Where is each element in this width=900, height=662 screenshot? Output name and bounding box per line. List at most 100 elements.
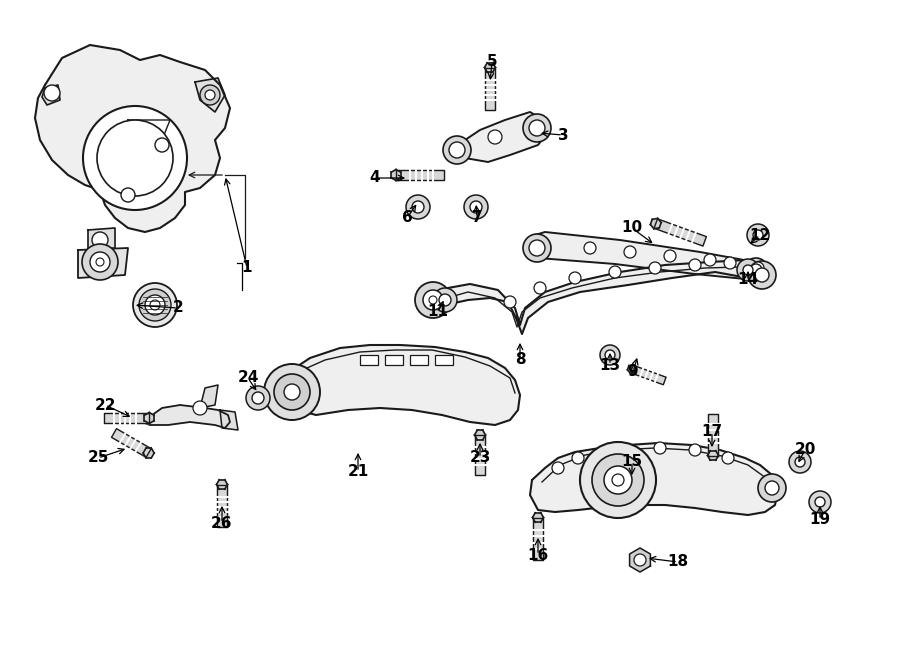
Polygon shape: [651, 218, 661, 229]
Polygon shape: [200, 385, 218, 408]
Circle shape: [133, 283, 177, 327]
Circle shape: [654, 442, 666, 454]
Circle shape: [200, 85, 220, 105]
Circle shape: [504, 296, 516, 308]
Text: 23: 23: [469, 451, 491, 465]
Text: 20: 20: [795, 442, 815, 457]
Polygon shape: [88, 228, 115, 250]
Polygon shape: [474, 430, 485, 440]
Circle shape: [649, 262, 661, 274]
Circle shape: [743, 265, 753, 275]
Circle shape: [704, 254, 716, 266]
Polygon shape: [475, 435, 485, 475]
Polygon shape: [630, 548, 651, 572]
Polygon shape: [35, 45, 230, 232]
Circle shape: [264, 364, 320, 420]
Circle shape: [744, 258, 768, 282]
Text: 7: 7: [472, 211, 482, 226]
Circle shape: [412, 201, 424, 213]
Polygon shape: [143, 448, 154, 457]
Circle shape: [664, 250, 676, 262]
Circle shape: [584, 242, 596, 254]
Circle shape: [193, 401, 207, 415]
Polygon shape: [104, 413, 149, 423]
Text: 6: 6: [401, 211, 412, 226]
Circle shape: [443, 136, 471, 164]
Polygon shape: [484, 63, 496, 72]
Circle shape: [600, 345, 620, 365]
Circle shape: [44, 85, 60, 101]
Polygon shape: [285, 345, 520, 425]
Circle shape: [97, 120, 173, 196]
Circle shape: [406, 195, 430, 219]
Circle shape: [274, 374, 310, 410]
Text: 14: 14: [737, 273, 759, 287]
Text: 24: 24: [238, 371, 258, 385]
Circle shape: [423, 290, 443, 310]
Circle shape: [429, 296, 437, 304]
Bar: [360, 355, 378, 365]
Circle shape: [689, 444, 701, 456]
Circle shape: [753, 230, 763, 240]
Polygon shape: [708, 414, 718, 455]
Circle shape: [92, 232, 108, 248]
Polygon shape: [112, 429, 151, 457]
Circle shape: [139, 289, 171, 321]
Circle shape: [592, 454, 644, 506]
Circle shape: [83, 106, 187, 210]
Polygon shape: [485, 68, 495, 109]
Circle shape: [758, 474, 786, 502]
Circle shape: [795, 457, 805, 467]
Circle shape: [748, 261, 776, 289]
Circle shape: [689, 259, 701, 271]
Circle shape: [252, 392, 264, 404]
Text: 10: 10: [621, 220, 643, 236]
Circle shape: [449, 142, 465, 158]
Circle shape: [488, 130, 502, 144]
Circle shape: [724, 257, 736, 269]
Circle shape: [246, 386, 270, 410]
Text: 1: 1: [242, 261, 252, 275]
Circle shape: [82, 244, 118, 280]
Text: 2: 2: [173, 301, 184, 316]
Circle shape: [552, 462, 564, 474]
Circle shape: [752, 262, 764, 274]
Circle shape: [765, 481, 779, 495]
Circle shape: [737, 259, 759, 281]
Circle shape: [789, 451, 811, 473]
Text: 8: 8: [515, 352, 526, 367]
Polygon shape: [217, 485, 227, 526]
Circle shape: [470, 201, 482, 213]
Polygon shape: [142, 405, 230, 428]
Polygon shape: [428, 260, 768, 334]
Circle shape: [205, 90, 215, 100]
Circle shape: [523, 234, 551, 262]
Bar: [385, 355, 403, 365]
Circle shape: [569, 272, 581, 284]
Text: 12: 12: [750, 228, 770, 242]
Circle shape: [634, 554, 646, 566]
Text: 9: 9: [627, 365, 638, 379]
Circle shape: [612, 474, 624, 486]
Text: 21: 21: [347, 465, 369, 479]
Polygon shape: [654, 219, 706, 246]
Circle shape: [96, 258, 104, 266]
Circle shape: [572, 452, 584, 464]
Polygon shape: [533, 513, 544, 522]
Circle shape: [415, 282, 451, 318]
Circle shape: [624, 246, 636, 258]
Text: 11: 11: [428, 305, 448, 320]
Circle shape: [284, 384, 300, 400]
Circle shape: [155, 138, 169, 152]
Text: 26: 26: [212, 516, 233, 530]
Text: 19: 19: [809, 512, 831, 528]
Text: 18: 18: [668, 555, 688, 569]
Circle shape: [605, 350, 615, 360]
Text: 4: 4: [370, 171, 381, 185]
Text: 25: 25: [87, 451, 109, 465]
Circle shape: [809, 491, 831, 513]
Polygon shape: [42, 85, 60, 105]
Circle shape: [529, 120, 545, 136]
Polygon shape: [220, 410, 238, 430]
Circle shape: [90, 252, 110, 272]
